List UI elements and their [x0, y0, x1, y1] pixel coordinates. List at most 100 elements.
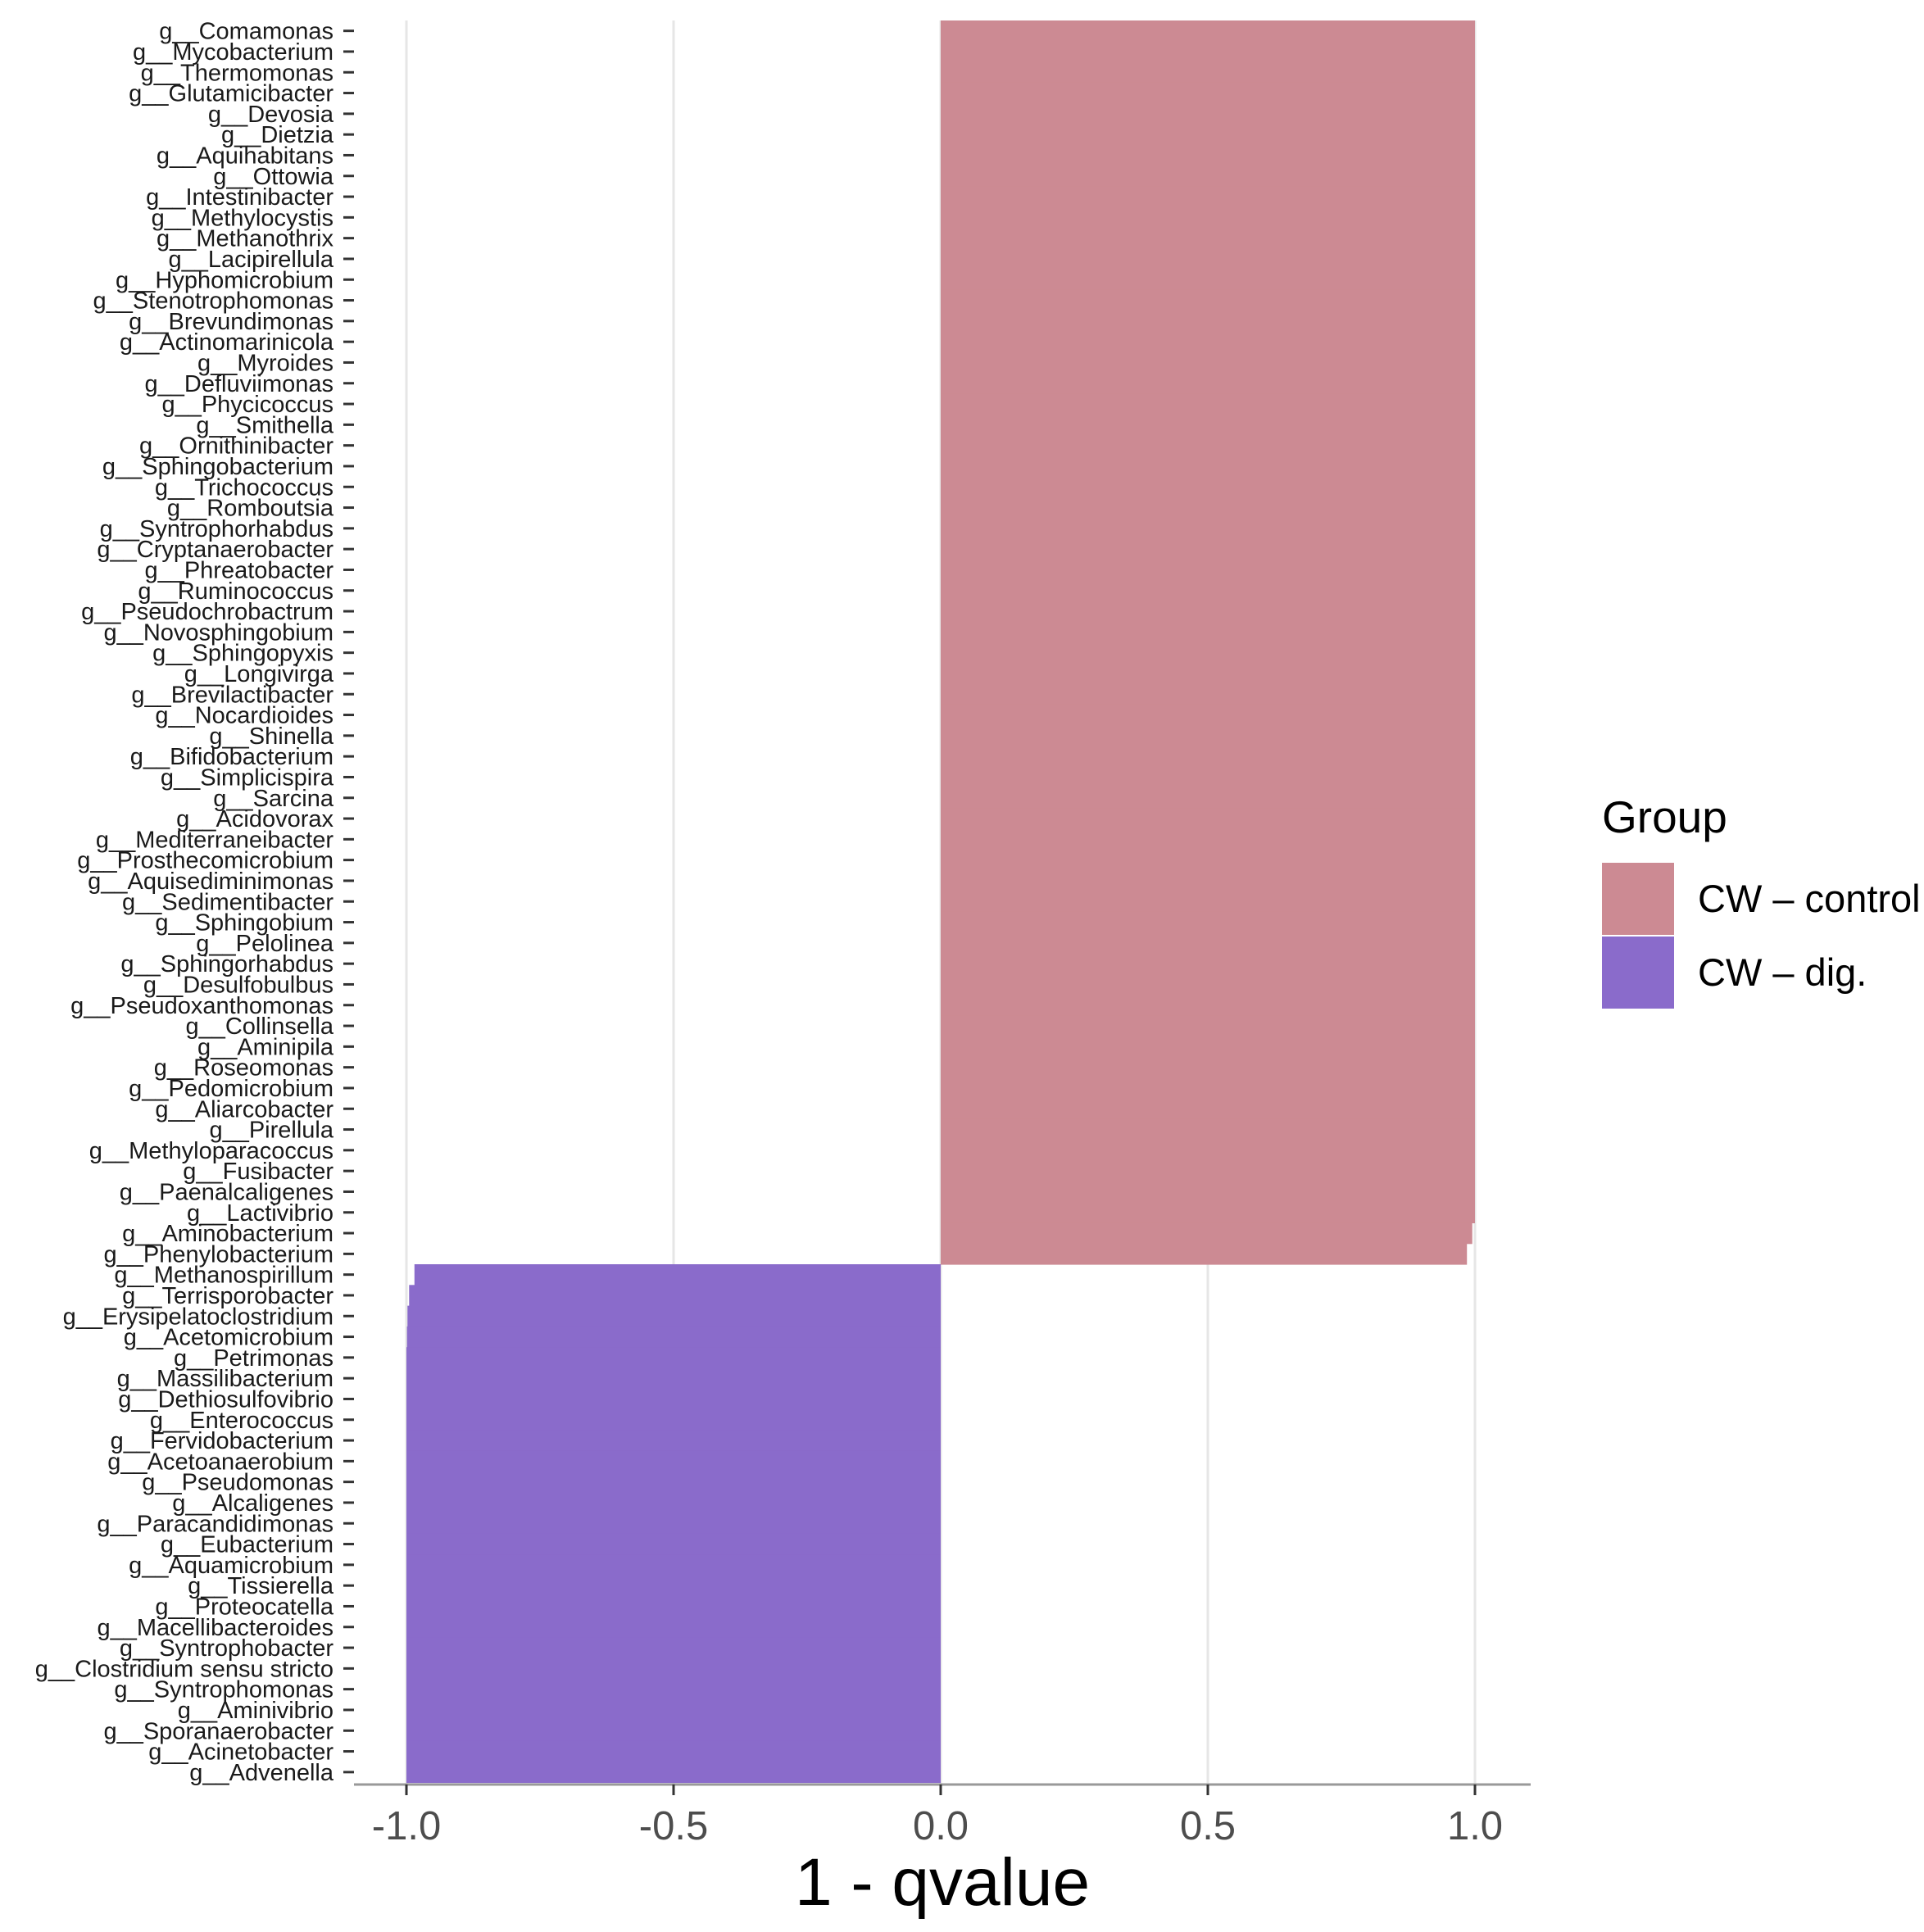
y-tick-label-68: g__Fervidobacterium — [111, 1428, 334, 1454]
y-tick-label-69: g__Acetoanaerobium — [107, 1449, 334, 1475]
x-tick-label-0: -1.0 — [372, 1804, 441, 1848]
bar-79 — [406, 1658, 941, 1680]
bar-51 — [941, 1077, 1475, 1100]
bar-49 — [941, 1036, 1475, 1058]
y-tick-label-67: g__Enterococcus — [150, 1408, 334, 1434]
y-tick-label-8: g__Intestinibacter — [146, 184, 334, 211]
bar-77 — [406, 1617, 941, 1638]
bar-24 — [941, 518, 1475, 540]
bar-37 — [941, 787, 1475, 809]
y-tick-label-52: g__Aliarcobacter — [155, 1096, 334, 1122]
y-tick-label-73: g__Eubacterium — [161, 1532, 334, 1558]
y-tick-label-36: g__Simplicispira — [161, 764, 334, 791]
bar-31 — [941, 663, 1475, 685]
bar-69 — [406, 1450, 941, 1472]
x-axis-label: 1 - qvalue — [795, 1845, 1090, 1920]
y-tick-label-15: g__Actinomarinicola — [120, 329, 334, 356]
x-axis: -1.0 -0.5 0.0 0.5 1.0 — [354, 1783, 1531, 1848]
y-tick-label-30: g__Sphingopyxis — [152, 641, 334, 667]
y-tick-label-38: g__Acidovorax — [176, 806, 334, 832]
y-tick-label-0: g__Comamonas — [159, 19, 334, 45]
y-tick-label-64: g__Petrimonas — [174, 1345, 334, 1372]
bar-16 — [941, 351, 1475, 374]
bar-35 — [941, 746, 1475, 768]
bar-48 — [941, 1015, 1475, 1037]
bar-68 — [406, 1430, 941, 1452]
y-tick-label-13: g__Stenotrophomonas — [93, 288, 334, 315]
y-tick-label-26: g__Phreatobacter — [144, 557, 334, 583]
bar-50 — [941, 1057, 1475, 1078]
bar-43 — [941, 911, 1475, 933]
y-tick-label-74: g__Aquamicrobium — [129, 1553, 334, 1579]
bar-14 — [941, 311, 1475, 333]
y-tick-label-65: g__Massilibacterium — [117, 1366, 334, 1392]
bar-67 — [406, 1409, 941, 1431]
bar-44 — [941, 932, 1475, 955]
legend: Group CW – control CW – dig. — [1602, 791, 1921, 1009]
bar-12 — [941, 269, 1475, 291]
y-tick-label-28: g__Pseudochrobactrum — [81, 599, 334, 625]
bar-74 — [406, 1554, 941, 1576]
bar-25 — [941, 538, 1475, 560]
bar-17 — [941, 373, 1475, 394]
bar-83 — [406, 1740, 941, 1762]
y-tick-label-57: g__Lactivibrio — [187, 1200, 334, 1227]
bar-45 — [941, 953, 1475, 975]
bar-26 — [941, 559, 1475, 581]
y-tick-label-34: g__Shinella — [209, 723, 334, 750]
bar-72 — [406, 1512, 941, 1535]
x-tick-label-1: -0.5 — [639, 1804, 708, 1848]
y-tick-label-42: g__Sedimentibacter — [122, 889, 334, 915]
y-tick-label-14: g__Brevundimonas — [129, 309, 334, 335]
y-tick-label-55: g__Fusibacter — [183, 1159, 334, 1185]
y-tick-label-70: g__Pseudomonas — [142, 1470, 334, 1496]
y-tick-label-24: g__Syntrophorhabdus — [100, 516, 334, 542]
bar-15 — [941, 331, 1475, 353]
bar-7 — [941, 166, 1475, 187]
y-tick-label-35: g__Bifidobacterium — [130, 744, 334, 770]
y-tick-label-22: g__Trichococcus — [155, 474, 334, 501]
y-tick-label-23: g__Romboutsia — [167, 496, 334, 522]
legend-swatch-0 — [1602, 863, 1674, 935]
bar-75 — [406, 1575, 941, 1597]
y-tick-label-58: g__Aminobacterium — [122, 1221, 334, 1247]
y-tick-label-39: g__Mediterraneibacter — [96, 827, 334, 853]
bar-47 — [941, 995, 1475, 1016]
y-tick-label-17: g__Defluviimonas — [144, 371, 334, 397]
y-tick-label-31: g__Longivirga — [184, 661, 334, 687]
y-tick-label-72: g__Paracandidimonas — [97, 1511, 334, 1537]
y-tick-label-12: g__Hyphomicrobium — [116, 267, 334, 293]
bar-32 — [941, 683, 1475, 705]
y-tick-label-77: g__Macellibacteroides — [97, 1615, 334, 1641]
y-tick-label-78: g__Syntrophobacter — [120, 1635, 334, 1662]
bar-29 — [941, 621, 1475, 643]
bar-80 — [406, 1679, 941, 1700]
y-tick-label-11: g__Lacipirellula — [168, 247, 334, 273]
y-tick-label-59: g__Phenylobacterium — [103, 1241, 334, 1268]
bar-10 — [941, 228, 1475, 249]
bar-61 — [409, 1285, 941, 1307]
bar-53 — [941, 1118, 1475, 1141]
y-tick-label-53: g__Pirellula — [209, 1118, 334, 1144]
bar-65 — [406, 1367, 941, 1390]
y-tick-label-54: g__Methyloparacoccus — [89, 1138, 334, 1164]
bar-82 — [406, 1720, 941, 1742]
y-tick-label-25: g__Cryptanaerobacter — [97, 537, 334, 563]
bar-8 — [941, 186, 1475, 208]
y-tick-label-45: g__Sphingorhabdus — [120, 951, 334, 977]
y-tick-label-81: g__Aminivibrio — [178, 1698, 334, 1724]
y-tick-label-84: g__Advenella — [189, 1760, 334, 1786]
bar-41 — [941, 870, 1475, 892]
y-tick-label-48: g__Collinsella — [185, 1014, 334, 1040]
y-tick-label-71: g__Alcaligenes — [172, 1490, 334, 1517]
bar-6 — [941, 144, 1475, 166]
x-tick-label-3: 0.5 — [1180, 1804, 1236, 1848]
bar-70 — [406, 1472, 941, 1493]
bar-55 — [941, 1160, 1475, 1182]
y-tick-label-20: g__Ornithinibacter — [139, 433, 334, 460]
y-tick-label-83: g__Acinetobacter — [148, 1739, 334, 1766]
y-tick-label-79: g__Clostridium sensu stricto — [35, 1656, 334, 1682]
y-tick-label-75: g__Tissierella — [188, 1573, 334, 1599]
bar-3 — [941, 82, 1475, 104]
